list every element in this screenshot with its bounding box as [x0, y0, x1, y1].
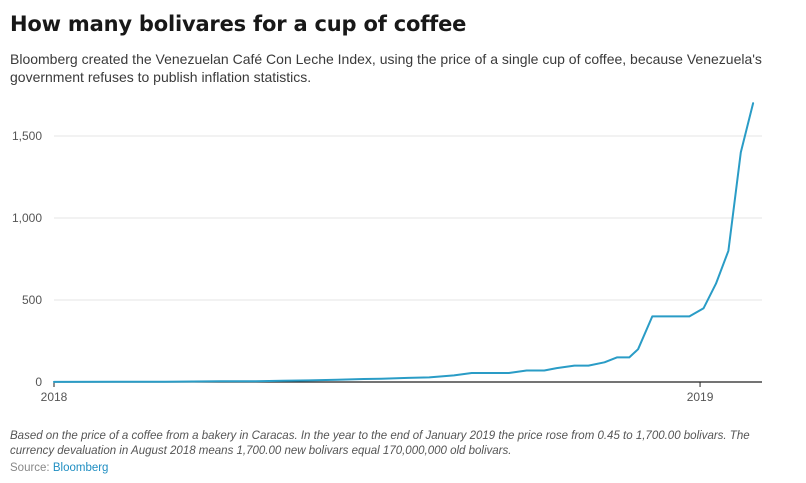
grid-lines: [54, 135, 762, 301]
x-axis: 2018 2019: [41, 381, 762, 404]
source-link[interactable]: Bloomberg: [52, 462, 109, 474]
y-axis-labels: 0 500 1,000 1,500: [12, 129, 42, 389]
chart-title: How many bolivares for a cup of coffee: [10, 12, 467, 36]
line-chart: 0 500 1,000 1,500 2018 2019: [12, 102, 762, 404]
x-tick-label: 2019: [687, 390, 714, 404]
chart-footnote: Based on the price of a coffee from a ba…: [10, 430, 750, 457]
y-tick-label: 0: [35, 375, 42, 389]
source-label: Source:: [10, 462, 50, 474]
source-line: Source: Bloomberg: [10, 462, 108, 474]
chart-subtitle: Bloomberg created the Venezuelan Café Co…: [10, 51, 762, 85]
x-tick-label: 2018: [41, 390, 68, 404]
y-tick-label: 500: [22, 293, 42, 307]
series-line-0: [53, 102, 755, 383]
y-tick-label: 1,000: [12, 211, 42, 225]
series-line-layer: [53, 102, 755, 383]
y-tick-label: 1,500: [12, 129, 42, 143]
